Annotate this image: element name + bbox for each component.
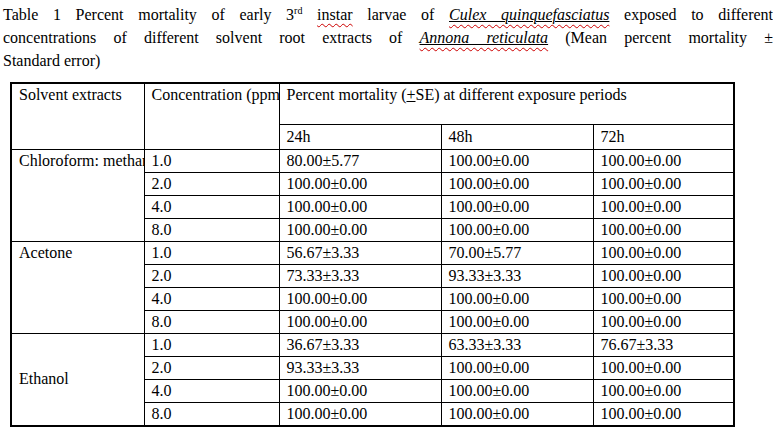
cell-solvent-ethanol: Ethanol: [11, 333, 144, 426]
caption-text: larvae of: [367, 6, 434, 23]
cell-mortality-72h: 100.00±0.00: [593, 264, 734, 287]
table-row: Ethanol 1.0 36.67±3.33 63.33±3.33 76.67±…: [11, 333, 734, 356]
cell-mortality-24h: 100.00±0.00: [279, 402, 441, 426]
cell-mortality-72h: 76.67±3.33: [593, 333, 734, 356]
caption-line-3: Standard error): [3, 49, 773, 72]
cell-mortality-48h: 100.00±0.00: [441, 402, 593, 426]
cell-mortality-24h: 93.33±3.33: [279, 356, 441, 379]
cell-mortality-48h: 100.00±0.00: [441, 172, 593, 195]
cell-mortality-48h: 100.00±0.00: [441, 149, 593, 172]
header-concentration: Concentration (ppm): [144, 83, 279, 149]
cell-mortality-48h: 70.00±5.77: [441, 241, 593, 264]
cell-mortality-24h: 100.00±0.00: [279, 218, 441, 241]
cell-concentration: 4.0: [144, 379, 279, 402]
cell-mortality-48h: 100.00±0.00: [441, 356, 593, 379]
caption-line-2: concentrations of different solvent root…: [3, 26, 773, 49]
cell-concentration: 2.0: [144, 264, 279, 287]
cell-mortality-24h: 100.00±0.00: [279, 379, 441, 402]
species-name-annona: Annona reticulata: [420, 29, 549, 46]
caption-text: (Mean percent mortality ±: [565, 29, 773, 46]
cell-concentration: 8.0: [144, 402, 279, 426]
cell-mortality-72h: 100.00±0.00: [593, 379, 734, 402]
cell-mortality-24h: 80.00±5.77: [279, 149, 441, 172]
cell-mortality-24h: 100.00±0.00: [279, 195, 441, 218]
cell-concentration: 4.0: [144, 195, 279, 218]
cell-mortality-48h: 100.00±0.00: [441, 218, 593, 241]
cell-concentration: 2.0: [144, 172, 279, 195]
cell-mortality-24h: 73.33±3.33: [279, 264, 441, 287]
cell-mortality-24h: 100.00±0.00: [279, 287, 441, 310]
caption-line-1: Table 1 Percent mortality of early 3rd i…: [3, 3, 773, 26]
results-table: Solvent extracts Concentration (ppm) Per…: [10, 82, 735, 427]
header-row-1: Solvent extracts Concentration (ppm) Per…: [11, 83, 734, 124]
table-caption: Table 1 Percent mortality of early 3rd i…: [3, 3, 773, 72]
plus-minus-symbol: +: [406, 86, 415, 103]
cell-mortality-48h: 63.33±3.33: [441, 333, 593, 356]
document-page: Table 1 Percent mortality of early 3rd i…: [0, 0, 773, 429]
header-24h: 24h: [279, 124, 441, 149]
cell-mortality-48h: 100.00±0.00: [441, 287, 593, 310]
cell-mortality-72h: 100.00±0.00: [593, 172, 734, 195]
cell-mortality-72h: 100.00±0.00: [593, 241, 734, 264]
cell-mortality-72h: 100.00±0.00: [593, 287, 734, 310]
table-row: Chloroform: methanol (v/v 1:1) 1.0 80.00…: [11, 149, 734, 172]
ordinal-superscript: rd: [294, 5, 302, 16]
table-row: Acetone 1.0 56.67±3.33 70.00±5.77 100.00…: [11, 241, 734, 264]
cell-mortality-72h: 100.00±0.00: [593, 310, 734, 333]
cell-mortality-24h: 56.67±3.33: [279, 241, 441, 264]
cell-solvent-chloroform-methanol: Chloroform: methanol (v/v 1:1): [11, 149, 144, 241]
cell-mortality-24h: 100.00±0.00: [279, 172, 441, 195]
header-text: Percent mortality (: [287, 86, 407, 103]
header-solvent-extracts: Solvent extracts: [11, 83, 144, 149]
cell-mortality-48h: 100.00±0.00: [441, 195, 593, 218]
cell-mortality-48h: 100.00±0.00: [441, 310, 593, 333]
cell-concentration: 2.0: [144, 356, 279, 379]
caption-text: exposed to different: [624, 6, 773, 23]
cell-mortality-72h: 100.00±0.00: [593, 195, 734, 218]
header-72h: 72h: [593, 124, 734, 149]
cell-mortality-24h: 36.67±3.33: [279, 333, 441, 356]
species-name-culex: Culex quinquefasciatus: [449, 6, 609, 23]
cell-concentration: 8.0: [144, 310, 279, 333]
cell-mortality-72h: 100.00±0.00: [593, 149, 734, 172]
cell-mortality-72h: 100.00±0.00: [593, 402, 734, 426]
caption-text: concentrations of different solvent root…: [3, 29, 402, 46]
cell-mortality-24h: 100.00±0.00: [279, 310, 441, 333]
cell-concentration: 1.0: [144, 241, 279, 264]
caption-text: Table 1 Percent mortality of early 3: [3, 6, 294, 23]
header-text: SE) at different exposure periods: [416, 86, 627, 103]
cell-concentration: 8.0: [144, 218, 279, 241]
header-48h: 48h: [441, 124, 593, 149]
cell-mortality-72h: 100.00±0.00: [593, 218, 734, 241]
cell-mortality-72h: 100.00±0.00: [593, 356, 734, 379]
cell-concentration: 1.0: [144, 149, 279, 172]
cell-mortality-48h: 93.33±3.33: [441, 264, 593, 287]
cell-solvent-acetone: Acetone: [11, 241, 144, 333]
cell-concentration: 1.0: [144, 333, 279, 356]
cell-mortality-48h: 100.00±0.00: [441, 379, 593, 402]
caption-text-spellchecked: instar: [317, 6, 353, 23]
cell-concentration: 4.0: [144, 287, 279, 310]
header-percent-mortality: Percent mortality (+SE) at different exp…: [279, 83, 734, 124]
